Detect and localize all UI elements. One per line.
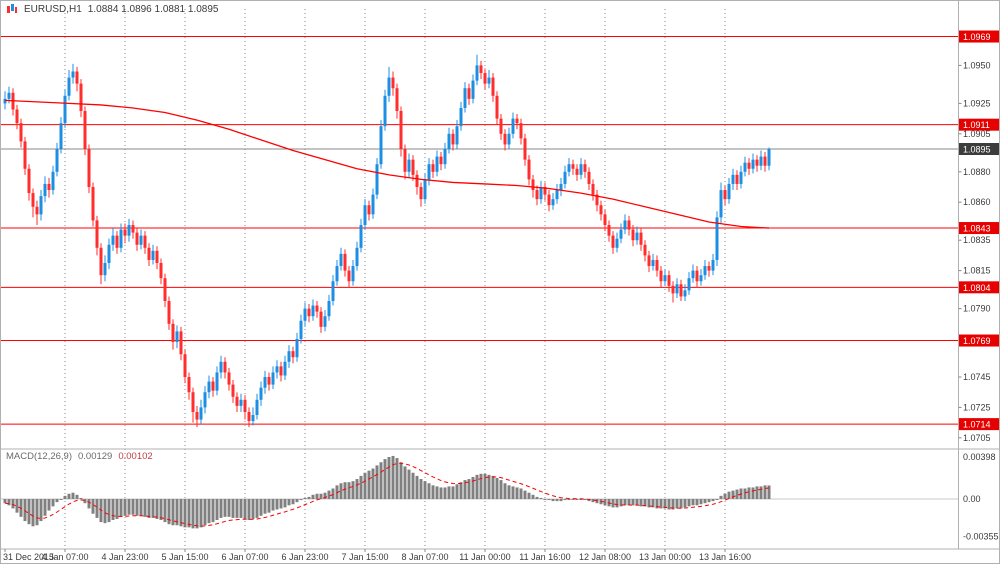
macd-signal-line [4, 462, 770, 527]
current-price-badge: 1.0895 [959, 143, 999, 155]
chart-symbol-icon [6, 4, 18, 15]
symbol-timeframe-label: EURUSD,H1 [24, 4, 82, 15]
svg-text:12 Jan 08:00: 12 Jan 08:00 [579, 552, 631, 562]
svg-text:1.0804: 1.0804 [963, 283, 991, 293]
svg-text:1.0835: 1.0835 [963, 235, 991, 245]
svg-text:0.00398: 0.00398 [963, 452, 996, 462]
macd-main-value: 0.00129 [78, 451, 113, 462]
svg-text:11 Jan 00:00: 11 Jan 00:00 [459, 552, 510, 562]
svg-text:13 Jan 00:00: 13 Jan 00:00 [639, 552, 691, 562]
price-level-badge: 1.0714 [959, 418, 999, 431]
svg-text:1.0714: 1.0714 [963, 420, 991, 430]
macd-histogram [3, 455, 771, 529]
price-level-badge: 1.0804 [959, 281, 999, 294]
svg-text:-0.00355: -0.00355 [963, 531, 999, 541]
svg-text:1.0925: 1.0925 [963, 98, 991, 108]
macd-signal-value: 0.00102 [118, 451, 153, 462]
svg-text:7 Jan 15:00: 7 Jan 15:00 [341, 552, 388, 562]
svg-text:1.0950: 1.0950 [963, 60, 991, 70]
svg-text:11 Jan 16:00: 11 Jan 16:00 [519, 552, 570, 562]
svg-text:1.0725: 1.0725 [963, 402, 991, 412]
price-level-badge: 1.0769 [959, 334, 999, 347]
svg-text:0.00: 0.00 [963, 494, 981, 504]
svg-text:1.0860: 1.0860 [963, 197, 991, 207]
level-lines [1, 36, 959, 425]
svg-text:1.0815: 1.0815 [963, 266, 991, 276]
price-level-badge: 1.0969 [959, 30, 999, 43]
svg-text:1.0880: 1.0880 [963, 167, 991, 177]
svg-text:1.0843: 1.0843 [963, 224, 991, 234]
svg-text:1.0895: 1.0895 [963, 145, 991, 155]
macd-panel [1, 455, 959, 529]
svg-text:8 Jan 07:00: 8 Jan 07:00 [401, 552, 448, 562]
macd-header: MACD(12,26,9) 0.00129 0.00102 [6, 451, 153, 462]
svg-text:6 Jan 07:00: 6 Jan 07:00 [221, 552, 268, 562]
svg-text:4 Jan 23:00: 4 Jan 23:00 [101, 552, 148, 562]
svg-text:4 Jan 07:00: 4 Jan 07:00 [41, 552, 88, 562]
ma-line [4, 99, 770, 229]
svg-text:1.0911: 1.0911 [963, 120, 990, 130]
svg-text:5 Jan 15:00: 5 Jan 15:00 [161, 552, 208, 562]
svg-text:6 Jan 23:00: 6 Jan 23:00 [281, 552, 328, 562]
svg-text:1.0705: 1.0705 [963, 433, 991, 443]
svg-text:1.0905: 1.0905 [963, 129, 991, 139]
svg-text:31 Dec 2015: 31 Dec 2015 [3, 552, 54, 562]
macd-label: MACD(12,26,9) [6, 451, 72, 462]
price-axis[interactable]: 1.09501.09251.09051.08801.08601.08351.08… [958, 60, 991, 443]
svg-text:1.0745: 1.0745 [963, 372, 991, 382]
svg-text:13 Jan 16:00: 13 Jan 16:00 [699, 552, 751, 562]
chart-header: EURUSD,H1 1.0884 1.0896 1.0881 1.0895 [6, 4, 218, 15]
svg-text:1.0790: 1.0790 [963, 304, 991, 314]
svg-text:1.0969: 1.0969 [963, 32, 991, 42]
price-level-badge: 1.0843 [959, 222, 999, 235]
ohlc-values: 1.0884 1.0896 1.0881 1.0895 [87, 4, 219, 15]
macd-axis[interactable]: 0.00398 0.00 -0.00355 [963, 452, 999, 541]
svg-text:1.0769: 1.0769 [963, 336, 991, 346]
panel-separators [1, 1, 999, 550]
price-level-badge: 1.0911 [959, 118, 999, 131]
candles-layer [3, 54, 771, 428]
